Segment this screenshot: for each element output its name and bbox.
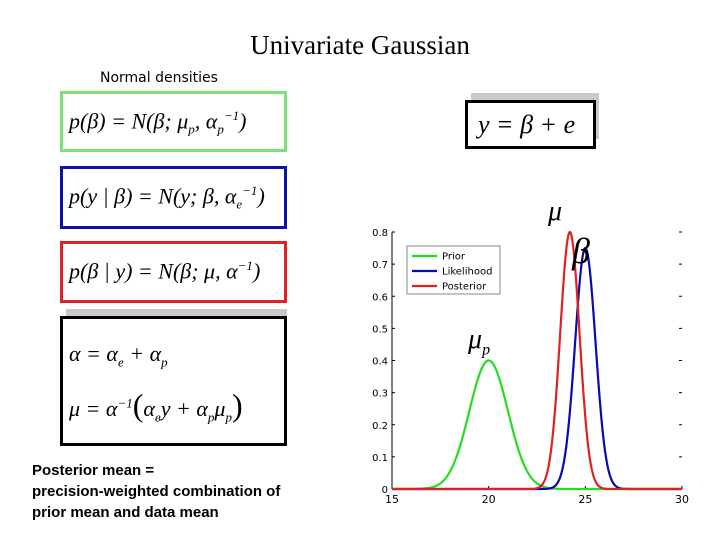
likelihood-equation: p(y | β) = N(y; β, αe−1) <box>69 183 265 212</box>
y-tick-label: 0.6 <box>372 292 388 303</box>
caption-line-2: precision-weighted combination of <box>32 483 281 500</box>
posterior-equation-box: p(β | y) = N(β; μ, α−1) <box>60 241 287 303</box>
posterior-parameters-box: α = αe + αp μ = α−1(αey + αpμp) <box>60 316 287 446</box>
posterior-equation: p(β | y) = N(β; μ, α−1) <box>69 258 261 284</box>
prior-equation-box: p(β) = N(β; μp, αp−1) <box>60 91 287 152</box>
prior-mean-label: μp <box>468 324 491 359</box>
y-tick-label: 0.3 <box>372 389 388 400</box>
caption: Posterior mean = precision-weighted comb… <box>32 460 352 523</box>
mean-equation: μ = α−1(αey + αpμp) <box>69 387 243 425</box>
x-tick-label: 25 <box>578 493 592 506</box>
y-tick-label: 0 <box>382 485 388 496</box>
x-tick-label: 30 <box>675 493 689 506</box>
legend-label-prior: Prior <box>442 252 466 263</box>
legend-label-posterior: Posterior <box>442 282 487 293</box>
beta-label: β <box>572 231 590 271</box>
slide-title: Univariate Gaussian <box>250 30 470 60</box>
y-tick-label: 0.2 <box>372 421 388 432</box>
likelihood-equation-box: p(y | β) = N(y; β, αe−1) <box>60 166 287 229</box>
y-tick-label: 0.5 <box>372 324 388 335</box>
precision-equation: α = αe + αp <box>69 341 168 370</box>
caption-line-1: Posterior mean = <box>32 462 155 479</box>
y-tick-label: 0.8 <box>372 228 388 239</box>
series-line-posterior <box>392 230 682 491</box>
prior-equation: p(β) = N(β; μp, αp−1) <box>69 108 247 137</box>
y-tick-label: 0.4 <box>372 357 388 368</box>
chart-curves <box>392 230 682 491</box>
model-equation-box: y = β + e <box>465 100 596 149</box>
legend-label-likelihood: Likelihood <box>442 267 492 278</box>
y-tick-label: 0.7 <box>372 260 388 271</box>
x-tick-label: 20 <box>482 493 496 506</box>
caption-line-3: prior mean and data mean <box>32 504 219 521</box>
model-equation: y = β + e <box>478 110 576 139</box>
subtitle: Normal densities <box>100 70 218 86</box>
posterior-mean-label: μ <box>548 196 563 227</box>
chart-legend: Prior Likelihood Posterior <box>406 245 501 295</box>
x-tick-label: 15 <box>385 493 399 506</box>
y-tick-label: 0.1 <box>372 453 388 464</box>
